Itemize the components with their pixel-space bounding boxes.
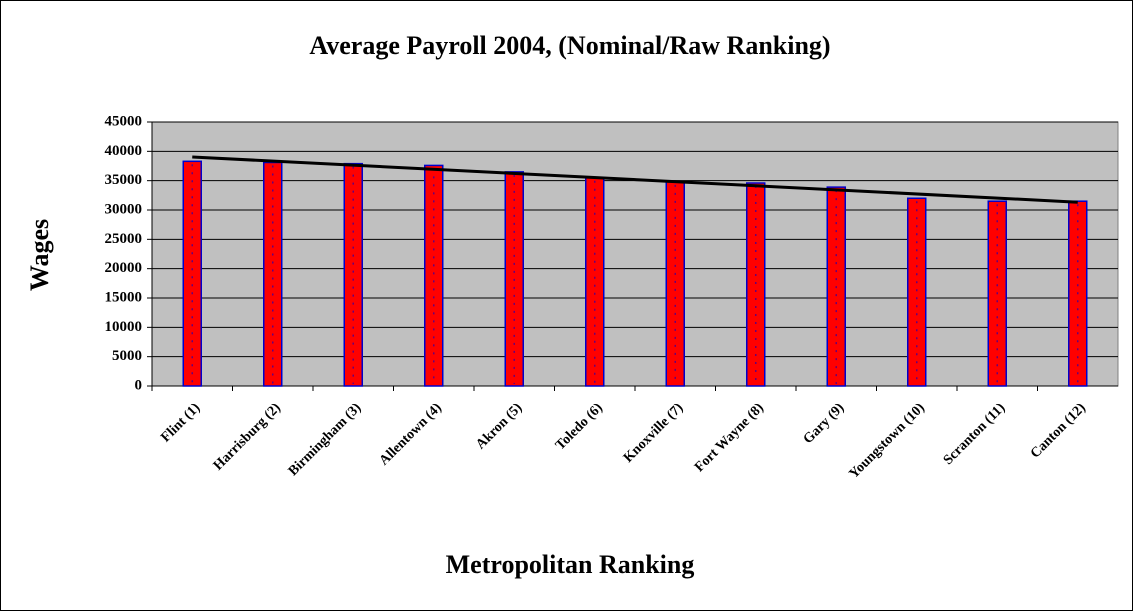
- y-tick-label: 40000: [105, 143, 143, 159]
- bar: [343, 162, 363, 387]
- bar: [424, 164, 444, 387]
- plot-area: [151, 121, 1119, 387]
- bar: [907, 197, 927, 387]
- x-axis-title: Metropolitan Ranking: [446, 550, 695, 579]
- chart-title: Average Payroll 2004, (Nominal/Raw Ranki…: [309, 31, 830, 60]
- bar: [263, 161, 283, 387]
- y-tick-label: 35000: [105, 172, 143, 188]
- y-tick-label: 15000: [105, 289, 143, 305]
- y-tick-label: 30000: [105, 201, 143, 217]
- y-axis-title: Wages: [25, 219, 54, 291]
- y-tick-label: 10000: [105, 319, 143, 335]
- y-tick-label: 0: [135, 377, 143, 393]
- y-tick-label: 20000: [105, 260, 143, 276]
- bar: [585, 176, 605, 387]
- bar: [665, 181, 685, 387]
- y-tick-label: 5000: [112, 348, 142, 364]
- trendline: [192, 155, 1078, 204]
- bar: [746, 182, 766, 387]
- y-tick-label: 45000: [105, 113, 143, 129]
- y-tick-label: 25000: [105, 231, 143, 247]
- bar: [182, 160, 202, 387]
